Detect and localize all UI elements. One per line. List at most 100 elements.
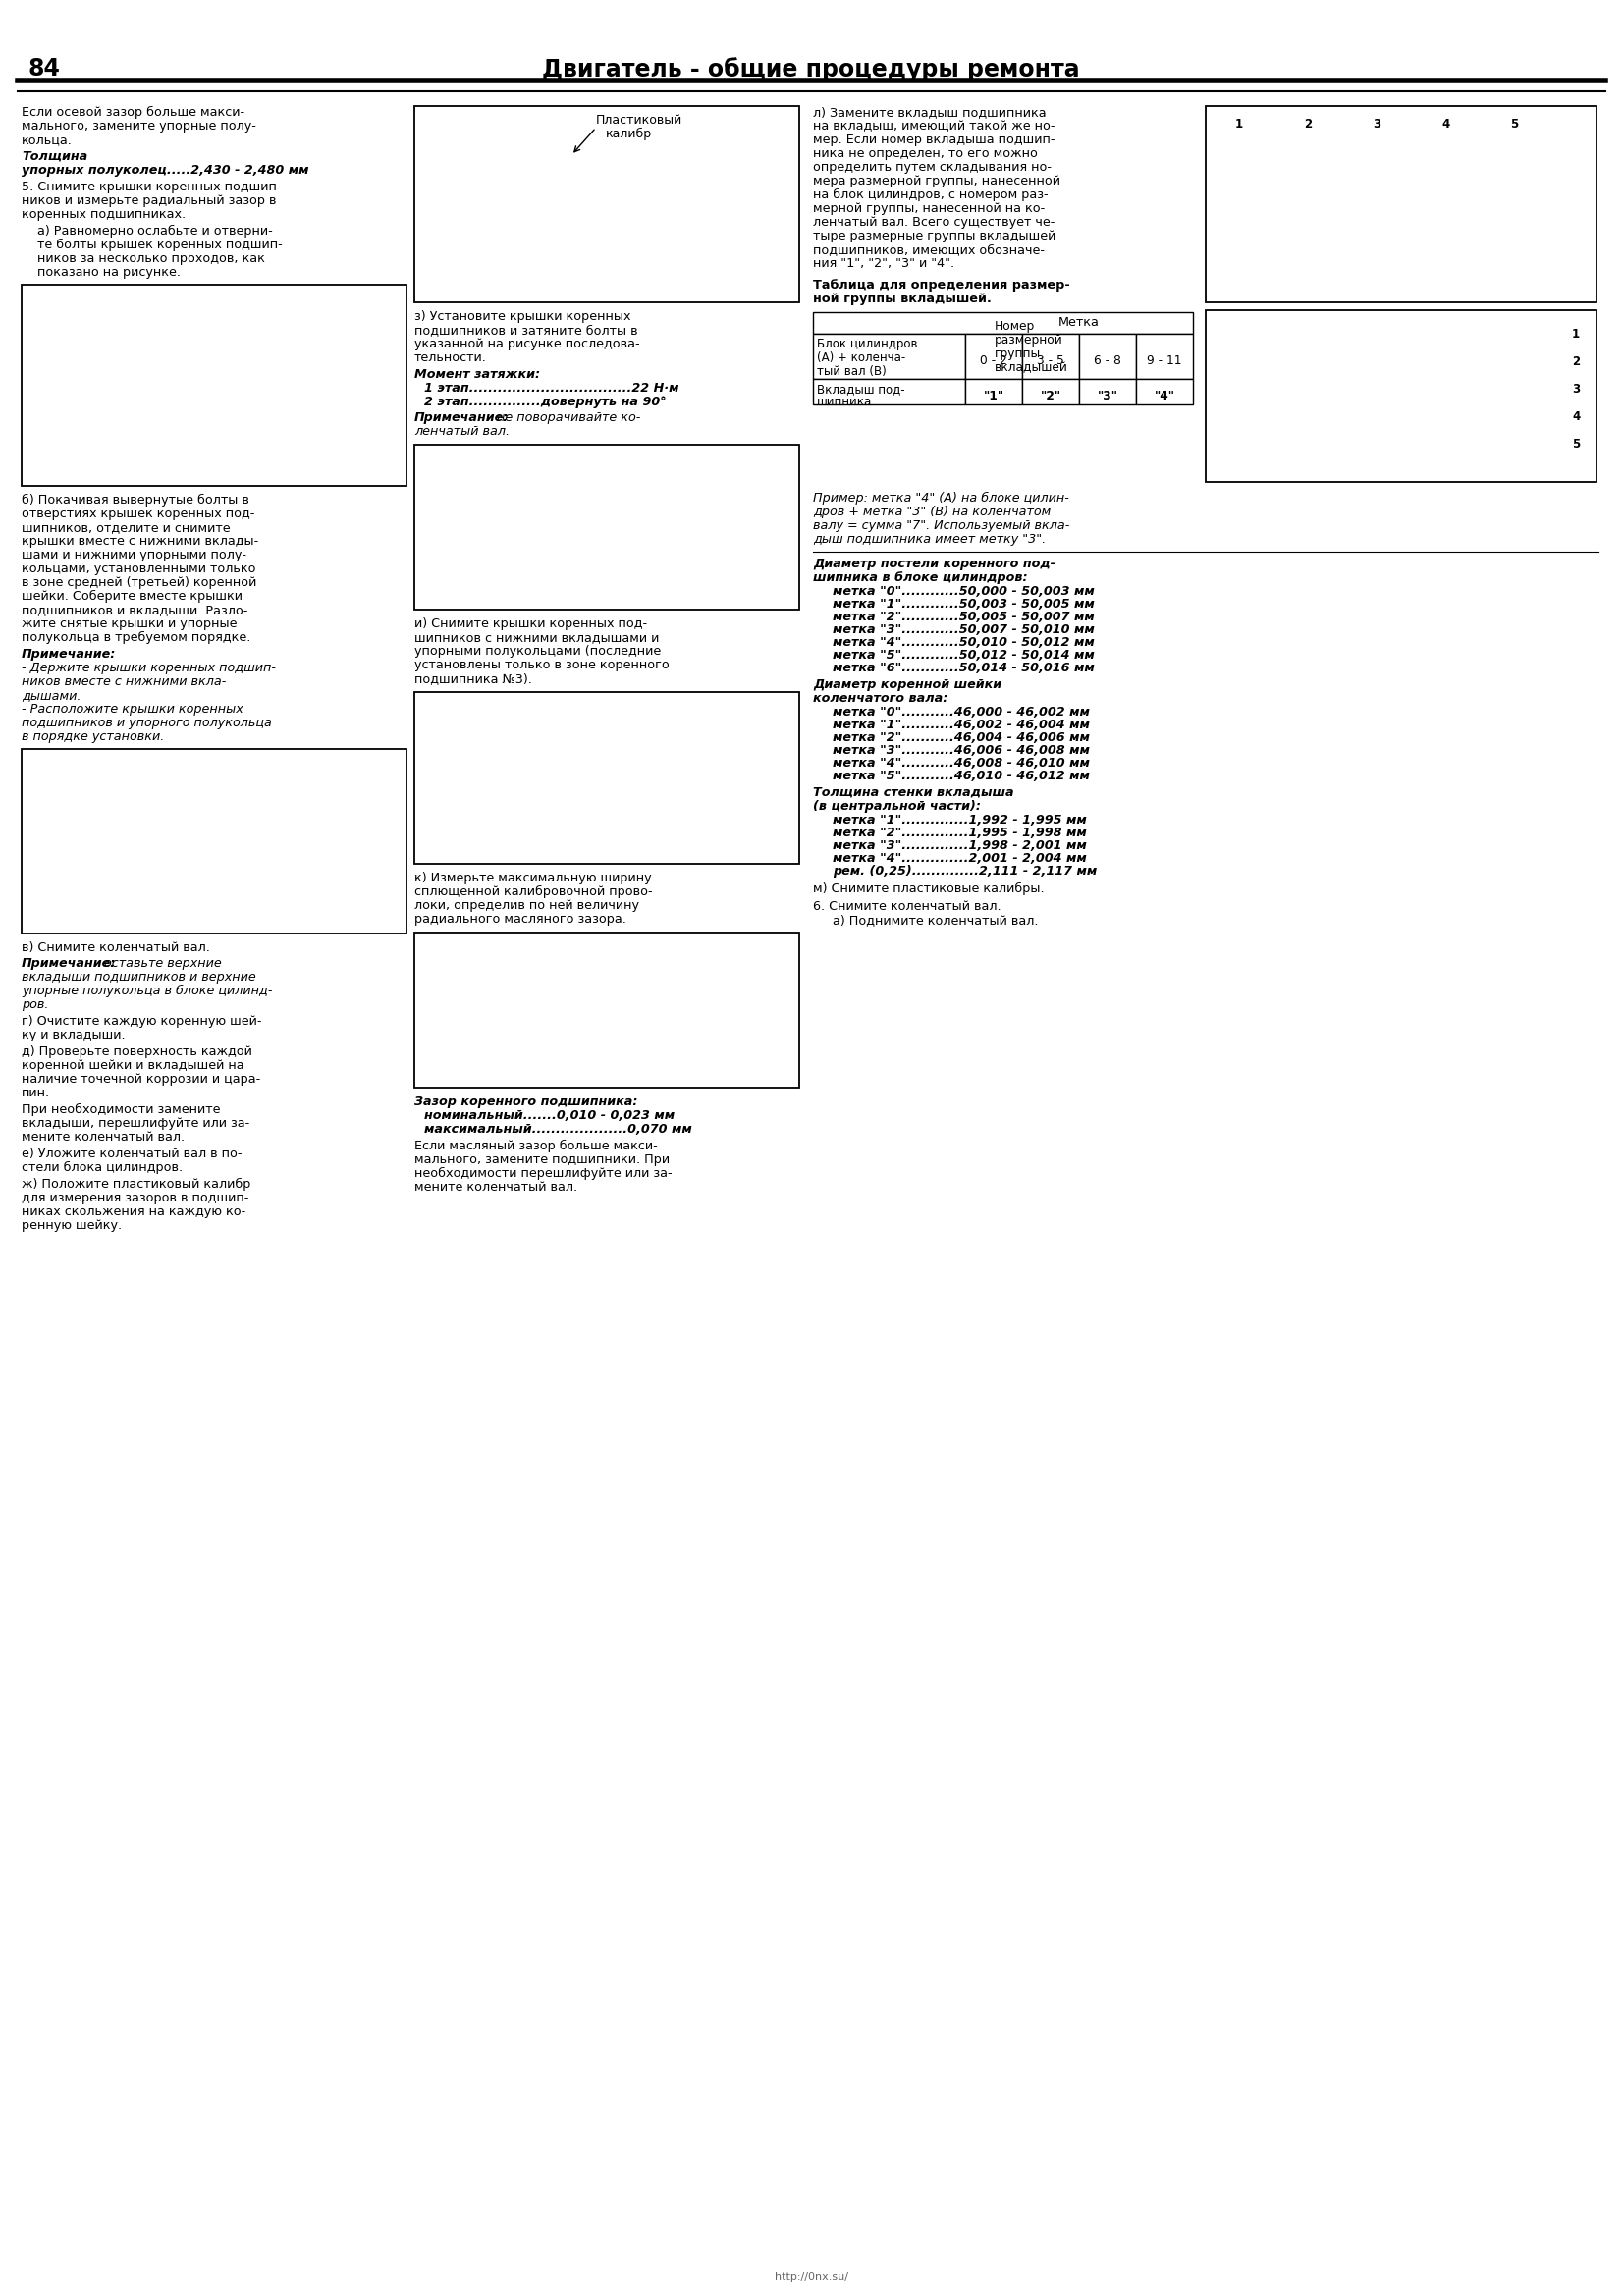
Text: метка "4"...........46,008 - 46,010 мм: метка "4"...........46,008 - 46,010 мм bbox=[833, 758, 1089, 769]
Text: к) Измерьте максимальную ширину: к) Измерьте максимальную ширину bbox=[414, 872, 651, 884]
Text: 3: 3 bbox=[1573, 383, 1579, 395]
Text: шипника в блоке цилиндров:: шипника в блоке цилиндров: bbox=[813, 572, 1027, 583]
Text: метка "0"............50,000 - 50,003 мм: метка "0"............50,000 - 50,003 мм bbox=[833, 585, 1094, 597]
Text: определить путем складывания но-: определить путем складывания но- bbox=[813, 161, 1052, 174]
Text: 2 этап...............довернуть на 90°: 2 этап...............довернуть на 90° bbox=[424, 395, 667, 409]
Text: ния "1", "2", "3" и "4".: ния "1", "2", "3" и "4". bbox=[813, 257, 954, 271]
Text: не поворачивайте ко-: не поворачивайте ко- bbox=[493, 411, 641, 425]
Text: необходимости перешлифуйте или за-: необходимости перешлифуйте или за- bbox=[414, 1166, 672, 1180]
Text: метка "0"...........46,000 - 46,002 мм: метка "0"...........46,000 - 46,002 мм bbox=[833, 705, 1089, 719]
Text: метка "6"............50,014 - 50,016 мм: метка "6"............50,014 - 50,016 мм bbox=[833, 661, 1094, 675]
Text: метка "1"...........46,002 - 46,004 мм: метка "1"...........46,002 - 46,004 мм bbox=[833, 719, 1089, 732]
Text: упорные полукольца в блоке цилинд-: упорные полукольца в блоке цилинд- bbox=[21, 985, 273, 996]
Bar bbox=[966, 379, 1022, 404]
Text: (А) + коленча-: (А) + коленча- bbox=[816, 351, 906, 365]
Text: группы: группы bbox=[995, 347, 1040, 360]
Text: кольца.: кольца. bbox=[21, 133, 73, 147]
Text: Если масляный зазор больше макси-: Если масляный зазор больше макси- bbox=[414, 1139, 657, 1153]
Text: метка "2"............50,005 - 50,007 мм: метка "2"............50,005 - 50,007 мм bbox=[833, 611, 1094, 622]
Text: ников и измерьте радиальный зазор в: ников и измерьте радиальный зазор в bbox=[21, 195, 276, 207]
Text: Момент затяжки:: Момент затяжки: bbox=[414, 367, 540, 381]
Text: номинальный.......0,010 - 0,023 мм: номинальный.......0,010 - 0,023 мм bbox=[424, 1109, 675, 1123]
Text: "4": "4" bbox=[1154, 390, 1175, 402]
Text: валу = сумма "7". Используемый вкла-: валу = сумма "7". Используемый вкла- bbox=[813, 519, 1070, 533]
Bar bbox=[414, 691, 799, 863]
Text: Пример: метка "4" (А) на блоке цилин-: Пример: метка "4" (А) на блоке цилин- bbox=[813, 491, 1070, 505]
Text: 4: 4 bbox=[1573, 411, 1581, 422]
Text: показано на рисунке.: показано на рисунке. bbox=[21, 266, 180, 278]
Text: 5. Снимите крышки коренных подшип-: 5. Снимите крышки коренных подшип- bbox=[21, 181, 281, 193]
Bar bbox=[414, 932, 799, 1088]
Text: рем. (0,25)..............2,111 - 2,117 мм: рем. (0,25)..............2,111 - 2,117 м… bbox=[833, 866, 1097, 877]
Text: полукольца в требуемом порядке.: полукольца в требуемом порядке. bbox=[21, 631, 250, 643]
Text: 6 - 8: 6 - 8 bbox=[1094, 354, 1121, 367]
Text: мального, замените упорные полу-: мального, замените упорные полу- bbox=[21, 119, 256, 133]
Text: в зоне средней (третьей) коренной: в зоне средней (третьей) коренной bbox=[21, 576, 256, 590]
Text: ников вместе с нижними вкла-: ников вместе с нижними вкла- bbox=[21, 675, 226, 689]
Text: "3": "3" bbox=[1097, 390, 1118, 402]
Text: ж) Положите пластиковый калибр: ж) Положите пластиковый калибр bbox=[21, 1178, 250, 1192]
Text: мените коленчатый вал.: мените коленчатый вал. bbox=[414, 1180, 578, 1194]
Bar bbox=[1022, 379, 1079, 404]
Text: упорных полуколец.....2,430 - 2,480 мм: упорных полуколец.....2,430 - 2,480 мм bbox=[21, 163, 308, 177]
Text: крышки вместе с нижними вклады-: крышки вместе с нижними вклады- bbox=[21, 535, 258, 549]
Text: Вкладыш под-: Вкладыш под- bbox=[816, 383, 906, 395]
Text: указанной на рисунке последова-: указанной на рисунке последова- bbox=[414, 338, 639, 351]
Text: http://0nx.su/: http://0nx.su/ bbox=[774, 2273, 847, 2282]
Text: метка "4"............50,010 - 50,012 мм: метка "4"............50,010 - 50,012 мм bbox=[833, 636, 1094, 650]
Text: м) Снимите пластиковые калибры.: м) Снимите пластиковые калибры. bbox=[813, 882, 1044, 895]
Bar bbox=[813, 312, 1193, 333]
Text: шами и нижними упорными полу-: шами и нижними упорными полу- bbox=[21, 549, 247, 563]
Text: стели блока цилиндров.: стели блока цилиндров. bbox=[21, 1162, 183, 1173]
Text: радиального масляного зазора.: радиального масляного зазора. bbox=[414, 914, 626, 925]
Bar bbox=[966, 333, 1022, 379]
Text: мер. Если номер вкладыша подшип-: мер. Если номер вкладыша подшип- bbox=[813, 133, 1055, 147]
Text: 6. Снимите коленчатый вал.: 6. Снимите коленчатый вал. bbox=[813, 900, 1001, 914]
Text: 2: 2 bbox=[1303, 117, 1311, 131]
Text: подшипников и упорного полукольца: подшипников и упорного полукольца bbox=[21, 716, 271, 730]
Text: коленчатого вала:: коленчатого вала: bbox=[813, 691, 948, 705]
Text: дышами.: дышами. bbox=[21, 689, 81, 703]
Text: Примечание:: Примечание: bbox=[21, 647, 117, 661]
Text: а) Равномерно ослабьте и отверни-: а) Равномерно ослабьте и отверни- bbox=[21, 225, 273, 236]
Text: 3 - 5: 3 - 5 bbox=[1037, 354, 1065, 367]
Bar bbox=[1136, 379, 1193, 404]
Bar bbox=[1079, 333, 1136, 379]
Text: никах скольжения на каждую ко-: никах скольжения на каждую ко- bbox=[21, 1205, 245, 1219]
Text: метка "2"...........46,004 - 46,006 мм: метка "2"...........46,004 - 46,006 мм bbox=[833, 732, 1089, 744]
Text: кольцами, установленными только: кольцами, установленными только bbox=[21, 563, 256, 576]
Text: Примечание:: Примечание: bbox=[21, 957, 117, 969]
Text: метка "1"............50,003 - 50,005 мм: метка "1"............50,003 - 50,005 мм bbox=[833, 597, 1094, 611]
Text: упорными полукольцами (последние: упорными полукольцами (последние bbox=[414, 645, 661, 657]
Text: ника не определен, то его можно: ника не определен, то его можно bbox=[813, 147, 1037, 161]
Text: максимальный....................0,070 мм: максимальный....................0,070 мм bbox=[424, 1123, 691, 1137]
Text: метка "5"............50,012 - 50,014 мм: метка "5"............50,012 - 50,014 мм bbox=[833, 650, 1094, 661]
Text: ку и вкладыши.: ку и вкладыши. bbox=[21, 1029, 125, 1042]
Text: 84: 84 bbox=[28, 57, 60, 80]
Text: Примечание:: Примечание: bbox=[414, 411, 510, 425]
Text: вкладыши, перешлифуйте или за-: вкладыши, перешлифуйте или за- bbox=[21, 1118, 250, 1130]
Text: Номер: Номер bbox=[995, 319, 1035, 333]
Text: оставьте верхние: оставьте верхние bbox=[101, 957, 222, 969]
Text: Толщина: Толщина bbox=[21, 149, 88, 163]
Bar bbox=[414, 445, 799, 608]
Text: 0 - 2: 0 - 2 bbox=[980, 354, 1008, 367]
Text: пин.: пин. bbox=[21, 1086, 50, 1100]
Text: вкладыши подшипников и верхние: вкладыши подшипников и верхние bbox=[21, 971, 256, 983]
Text: метка "5"...........46,010 - 46,012 мм: метка "5"...........46,010 - 46,012 мм bbox=[833, 769, 1089, 783]
Bar bbox=[1206, 106, 1597, 303]
Text: те болты крышек коренных подшип-: те болты крышек коренных подшип- bbox=[21, 239, 282, 250]
Text: Зазор коренного подшипника:: Зазор коренного подшипника: bbox=[414, 1095, 638, 1109]
Text: установлены только в зоне коренного: установлены только в зоне коренного bbox=[414, 659, 669, 670]
Text: "2": "2" bbox=[1040, 390, 1061, 402]
Text: мального, замените подшипники. При: мального, замените подшипники. При bbox=[414, 1153, 670, 1166]
Text: в) Снимите коленчатый вал.: в) Снимите коленчатый вал. bbox=[21, 941, 209, 955]
Text: ленчатый вал. Всего существует че-: ленчатый вал. Всего существует че- bbox=[813, 216, 1055, 230]
Text: - Расположите крышки коренных: - Расположите крышки коренных bbox=[21, 703, 243, 716]
Bar bbox=[21, 285, 406, 487]
Text: подшипников и затяните болты в: подшипников и затяните болты в bbox=[414, 324, 638, 338]
Bar bbox=[1136, 333, 1193, 379]
Text: При необходимости замените: При необходимости замените bbox=[21, 1104, 221, 1116]
Text: подшипников, имеющих обозначе-: подшипников, имеющих обозначе- bbox=[813, 243, 1045, 257]
Text: е) Уложите коленчатый вал в по-: е) Уложите коленчатый вал в по- bbox=[21, 1148, 242, 1159]
